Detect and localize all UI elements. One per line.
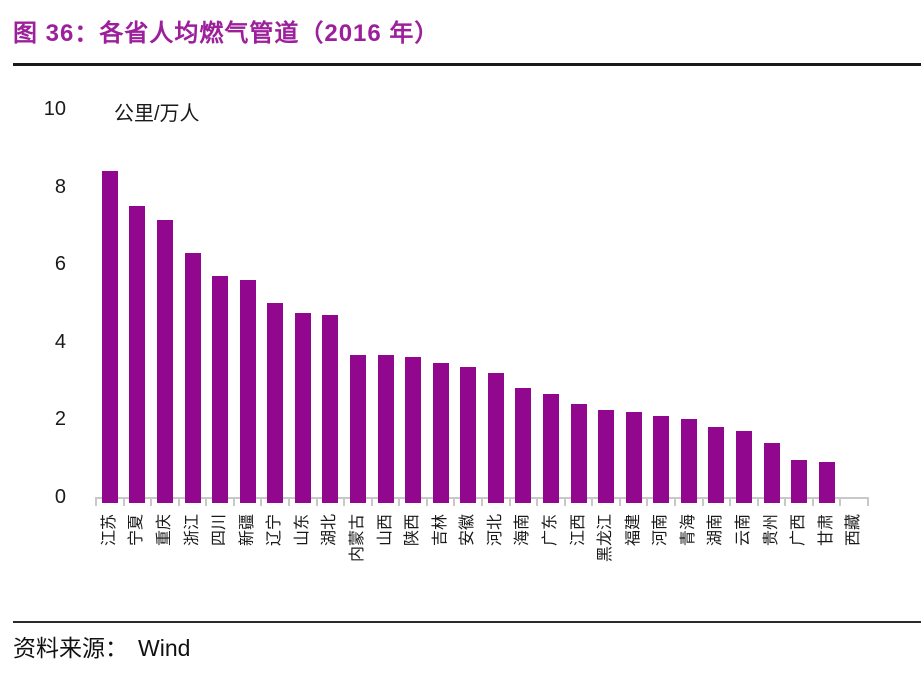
x-axis-tick (150, 497, 153, 506)
x-axis-tick (508, 497, 511, 506)
x-axis-tick (784, 497, 787, 506)
x-axis-tick (122, 497, 125, 506)
x-axis-tick (811, 497, 814, 506)
bar (763, 442, 780, 503)
bar (708, 427, 725, 503)
x-axis-tick (398, 497, 401, 506)
x-axis-label: 辽宁 (266, 514, 284, 547)
bar (625, 411, 642, 503)
source-line: 资料来源： Wind (13, 629, 190, 663)
bar (791, 460, 808, 503)
x-axis-tick (839, 497, 842, 506)
y-axis-tick-label: 4 (54, 330, 66, 353)
bar (267, 303, 284, 503)
x-axis-tick (232, 497, 235, 506)
bar (570, 403, 587, 503)
y-axis-tick-label: 10 (43, 98, 66, 120)
y-axis-tick-label: 2 (54, 408, 66, 431)
x-axis-label: 广西 (790, 514, 808, 547)
x-axis-label: 山西 (376, 514, 394, 547)
footer-divider (13, 621, 921, 623)
x-axis-tick (729, 497, 732, 506)
x-axis-tick (315, 497, 318, 506)
x-axis-tick (205, 497, 208, 506)
x-axis-label: 江西 (569, 514, 587, 547)
x-axis-label: 宁夏 (128, 514, 146, 547)
x-axis-label: 西藏 (845, 514, 863, 547)
bar (101, 171, 118, 503)
x-axis-tick (646, 497, 649, 506)
source-label: 资料来源： (13, 635, 128, 661)
x-axis-tick (343, 497, 346, 506)
x-axis-tick (260, 497, 263, 506)
x-axis-label: 吉林 (431, 514, 449, 547)
x-axis-label: 浙江 (183, 514, 201, 547)
x-axis-label: 福建 (624, 514, 642, 547)
bar (515, 388, 532, 503)
x-axis-label: 甘肃 (817, 514, 835, 547)
bar (680, 419, 697, 503)
x-axis-tick (618, 497, 621, 506)
x-axis-label: 陕西 (404, 514, 422, 547)
x-axis-tick (867, 497, 869, 506)
x-axis-label: 安徽 (459, 514, 477, 547)
y-axis-tick-label: 8 (54, 175, 66, 198)
y-axis-tick-label: 6 (54, 253, 66, 276)
bar (818, 462, 835, 503)
bar (322, 314, 339, 503)
bar (156, 219, 173, 503)
x-axis-tick (177, 497, 180, 506)
x-axis-tick (453, 497, 456, 506)
x-axis-tick (288, 497, 290, 506)
bar (129, 206, 146, 503)
bar (212, 275, 229, 503)
x-axis-label: 山东 (293, 514, 311, 547)
bar-chart: 公里/万人 0 2 4 6 8 10 江苏 宁夏 重庆 浙江 四川 新疆 辽宁 山东 湖北 内蒙古 山西 陕西 吉林… (43, 98, 869, 562)
bar (432, 363, 449, 503)
x-axis-tick (701, 497, 704, 506)
bar (405, 357, 422, 503)
x-axis-tick (674, 497, 676, 506)
y-axis-unit-label: 公里/万人 (114, 103, 200, 125)
title-divider (13, 63, 921, 66)
x-axis-label: 黑龙江 (597, 514, 615, 563)
x-axis-label: 河南 (652, 514, 670, 547)
x-axis-label: 青海 (679, 514, 697, 547)
x-axis-label: 重庆 (155, 514, 173, 547)
x-axis-tick (756, 497, 759, 506)
bar (542, 394, 559, 503)
bar (460, 367, 477, 503)
bar (735, 431, 752, 503)
y-axis-tick-label: 0 (54, 486, 66, 508)
bar (598, 409, 615, 503)
x-axis-label: 海南 (514, 514, 532, 547)
x-axis-tick (481, 497, 483, 506)
x-axis-label: 广东 (541, 514, 559, 547)
x-axis-label: 湖南 (707, 514, 725, 547)
figure-title: 图 36：各省人均燃气管道（2016 年） (13, 20, 440, 47)
x-axis-tick (425, 497, 428, 506)
x-axis-label: 江苏 (100, 514, 118, 547)
x-axis-label: 云南 (734, 514, 752, 547)
bar (653, 415, 670, 503)
x-axis-label: 湖北 (321, 514, 339, 547)
source-value: Wind (138, 635, 191, 661)
x-axis-tick (591, 497, 594, 506)
bar (239, 279, 256, 503)
bar (294, 312, 311, 503)
bar (349, 355, 366, 503)
x-axis-label: 内蒙古 (348, 514, 366, 563)
x-axis-tick (370, 497, 373, 506)
bar (377, 355, 394, 503)
x-axis-tick (563, 497, 566, 506)
x-axis-tick (95, 497, 97, 506)
bar (184, 252, 201, 503)
x-axis-label: 贵州 (762, 514, 780, 547)
x-axis-label: 新疆 (238, 514, 256, 547)
x-axis-tick (536, 497, 539, 506)
x-axis-label: 四川 (211, 514, 229, 547)
x-axis-label: 河北 (486, 514, 504, 547)
bar (487, 372, 504, 503)
